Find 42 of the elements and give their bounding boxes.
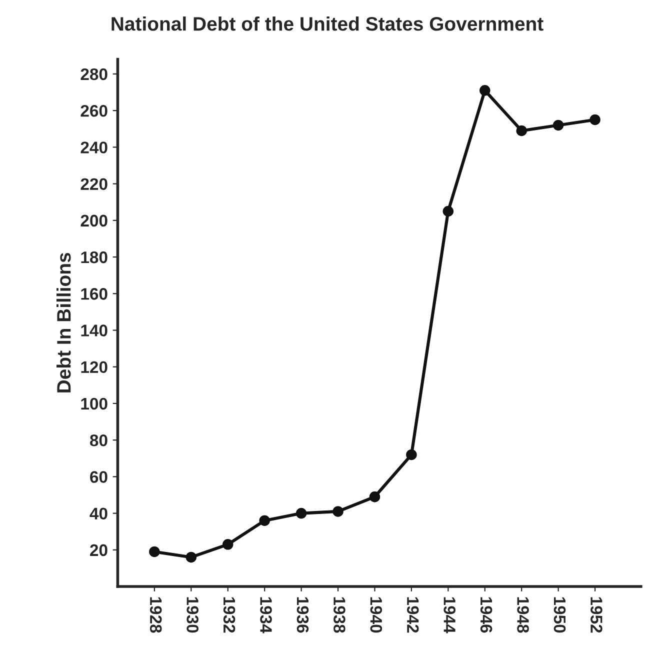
point [222,539,234,550]
x-tick-label: 1930 [186,597,198,633]
point [516,125,527,136]
y-tick-label: 180 [81,251,108,264]
point [259,515,270,526]
y-tick-label: 20 [90,544,108,556]
y-tick-label: 220 [80,178,108,190]
x-tick-label: 1936 [296,597,309,633]
x-tick-label: 1934 [260,597,272,634]
point [332,506,344,517]
point [406,449,417,460]
y-tick-label: 40 [90,508,108,520]
point [296,508,307,519]
point [590,114,600,126]
x-tick-label: 1946 [480,597,492,633]
y-tick-label: 200 [80,214,108,227]
x-tick-label: 1940 [370,597,382,633]
point [369,491,380,502]
x-tick-label: 1942 [406,597,419,633]
x-tick-label: 1928 [150,597,162,633]
y-tick-label: 260 [80,104,108,117]
y-tick-label: 140 [81,324,108,336]
x-tick-label: 1932 [223,597,236,633]
chart-title: National Debt of the United States Government [112,16,544,31]
point [479,85,490,96]
y-tick-label: 280 [80,68,108,80]
x-tick-label: 1948 [517,597,529,633]
y-tick-label: 80 [90,434,108,446]
y-tick-label: 160 [81,288,108,300]
x-tick-label: 1938 [334,597,346,633]
x-tick-label: 1944 [444,597,456,634]
point [442,206,454,217]
y-tick-label: 60 [90,471,108,483]
point [552,120,564,131]
x-tick-label: 1950 [554,597,566,633]
y-tick-label: 120 [81,361,108,374]
y-tick-label: 100 [81,398,108,410]
y-tick-label: 240 [80,142,108,154]
point [149,546,160,558]
point [186,552,197,563]
y-axis-title: Debt In Billions [56,252,71,392]
x-tick-label: 1952 [590,597,602,633]
